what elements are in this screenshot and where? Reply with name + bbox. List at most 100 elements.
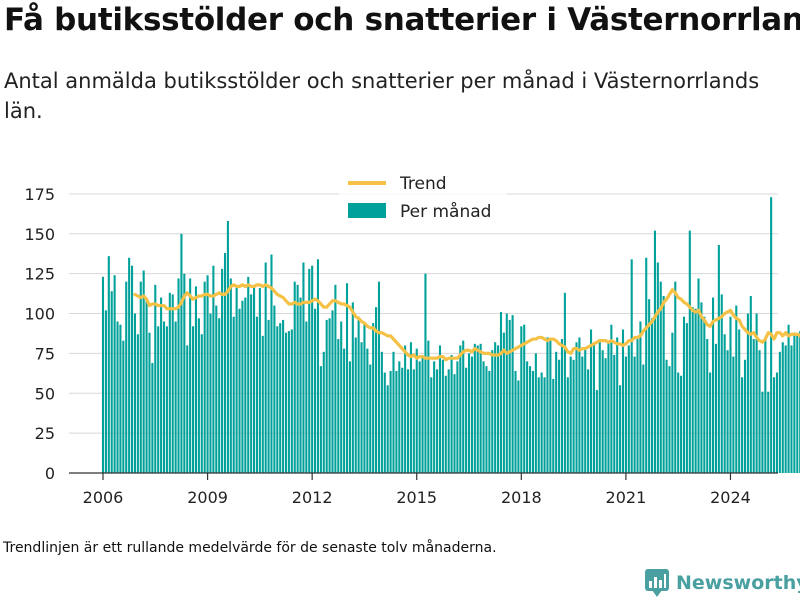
bar xyxy=(537,377,540,473)
bar xyxy=(735,305,738,473)
bar xyxy=(720,294,723,473)
bar xyxy=(325,319,328,473)
bar xyxy=(775,372,778,473)
bar xyxy=(151,362,154,473)
bar xyxy=(372,323,375,473)
bar xyxy=(729,316,732,473)
bar xyxy=(290,329,293,473)
bar xyxy=(584,347,587,473)
bar xyxy=(331,310,334,473)
bar xyxy=(273,305,276,473)
bar xyxy=(221,268,224,473)
bar xyxy=(732,356,735,473)
bar xyxy=(168,292,171,473)
bar xyxy=(142,270,145,473)
bar xyxy=(383,372,386,473)
bar xyxy=(494,342,497,473)
bar xyxy=(404,345,407,473)
newsworthy-logo-icon xyxy=(645,569,669,597)
bar xyxy=(467,353,471,473)
bar xyxy=(343,348,346,473)
bar xyxy=(360,342,363,473)
bar xyxy=(162,321,166,473)
bar xyxy=(270,254,273,473)
bar xyxy=(476,345,479,473)
bar xyxy=(430,377,433,473)
bar xyxy=(613,355,616,473)
bar xyxy=(624,356,627,473)
bar xyxy=(395,370,398,473)
bar xyxy=(264,262,267,473)
bar xyxy=(157,326,160,473)
bar xyxy=(659,281,662,473)
bar xyxy=(462,340,465,473)
bar xyxy=(505,313,508,473)
bar xyxy=(209,313,212,473)
bar xyxy=(421,358,424,473)
bar xyxy=(136,334,139,473)
footnote: Trendlinjen är ett rullande medelvärde f… xyxy=(3,540,497,556)
bar xyxy=(119,324,122,473)
bar xyxy=(145,297,148,473)
bar xyxy=(244,297,247,473)
bar xyxy=(485,366,488,473)
bar xyxy=(528,366,532,473)
bar xyxy=(133,313,136,473)
bar xyxy=(401,367,404,473)
bar xyxy=(377,281,381,473)
bar xyxy=(668,366,671,473)
bar xyxy=(555,351,558,473)
y-tick-label: 100 xyxy=(24,305,55,324)
bar xyxy=(212,265,215,473)
bar xyxy=(642,364,645,473)
bar xyxy=(546,337,549,473)
bar xyxy=(621,329,625,473)
bar xyxy=(116,321,119,473)
bar xyxy=(322,351,325,473)
bar xyxy=(334,284,337,473)
bar xyxy=(122,340,125,473)
bar xyxy=(409,342,412,473)
bar xyxy=(682,316,686,473)
bar xyxy=(581,356,584,473)
bar xyxy=(523,324,526,473)
bar xyxy=(741,377,744,473)
bar xyxy=(630,259,633,473)
bar xyxy=(479,343,482,473)
bar xyxy=(531,370,534,473)
bar xyxy=(688,230,691,473)
bar xyxy=(444,375,447,473)
bar xyxy=(738,329,741,473)
bar xyxy=(215,305,218,473)
brand-logo: Newsworthy xyxy=(644,568,800,598)
bar xyxy=(250,294,253,473)
bar xyxy=(761,391,764,473)
bar xyxy=(589,329,593,473)
bar xyxy=(607,342,610,473)
bar xyxy=(308,268,311,473)
bar xyxy=(154,284,157,473)
bar xyxy=(656,262,659,473)
bar xyxy=(171,294,174,473)
bar xyxy=(340,321,343,473)
bar xyxy=(450,355,453,473)
bar xyxy=(665,359,668,473)
y-tick-label: 50 xyxy=(35,384,55,403)
bar xyxy=(540,372,543,473)
bar xyxy=(549,340,552,473)
bar xyxy=(598,339,601,473)
y-tick-label: 125 xyxy=(24,265,55,284)
bar xyxy=(619,385,622,473)
bar xyxy=(697,278,700,473)
bar xyxy=(436,369,439,473)
bar xyxy=(226,221,229,473)
x-tick-label: 2006 xyxy=(83,488,124,507)
bar xyxy=(293,281,296,473)
bar xyxy=(488,370,491,473)
bar xyxy=(258,288,261,473)
bar xyxy=(418,361,421,473)
bar xyxy=(375,307,378,473)
bar xyxy=(534,353,537,473)
bar xyxy=(511,315,514,473)
bar xyxy=(601,350,604,473)
